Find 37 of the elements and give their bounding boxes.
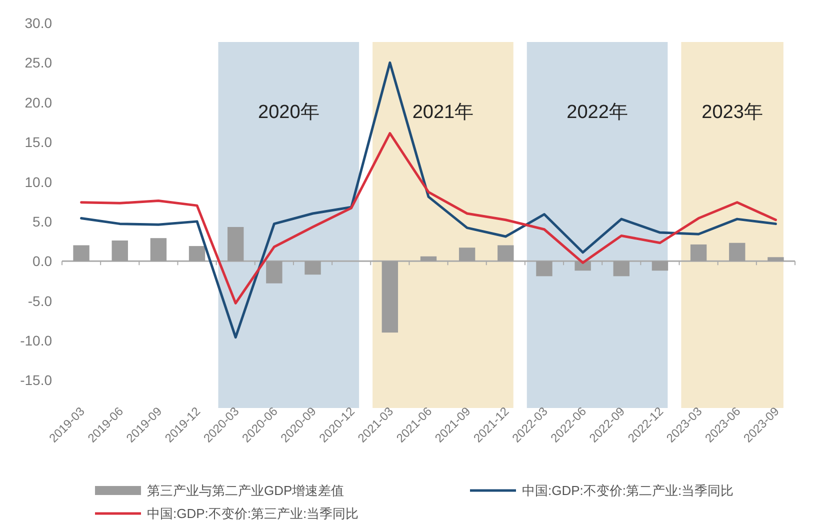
bar [188, 246, 206, 262]
band-label: 2021年 [412, 102, 474, 123]
bar [150, 238, 167, 262]
bar [73, 245, 90, 262]
bar [382, 261, 398, 333]
line-series [80, 132, 777, 304]
y-tick-label: -5.0 [28, 292, 52, 309]
y-tick-label: 15.0 [24, 134, 52, 150]
y-tick-label: 0.0 [32, 253, 52, 270]
legend-label: 中国:GDP:不变价:第三产业:当季同比 [147, 506, 359, 521]
bar [768, 257, 784, 262]
legend-label: 中国:GDP:不变价:第二产业:当季同比 [522, 483, 734, 498]
bar [112, 240, 128, 262]
bar [266, 261, 282, 284]
bar [652, 261, 668, 271]
bar [574, 261, 591, 271]
bar [690, 244, 707, 262]
y-tick-label: 25.0 [24, 54, 52, 71]
bar [498, 245, 514, 262]
y-tick-label: -15.0 [20, 372, 52, 388]
y-tick-label: 30.0 [24, 15, 52, 31]
bar [729, 242, 746, 262]
y-tick-label: 10.0 [24, 174, 52, 190]
y-tick-label: -10.0 [20, 332, 52, 348]
y-tick-label: 20.0 [24, 94, 52, 110]
bar [304, 261, 321, 275]
band-label: 2023年 [702, 102, 763, 123]
legend-label: 第三产业与第二产业GDP增速差值 [147, 483, 344, 498]
bar [228, 226, 244, 262]
band-label: 2022年 [566, 102, 628, 123]
y-tick-label: 5.0 [32, 213, 52, 230]
bar [458, 248, 476, 262]
bar [613, 261, 630, 276]
bar [420, 256, 437, 262]
line-series [80, 61, 777, 339]
bar [536, 261, 552, 276]
band-label: 2020年 [258, 102, 320, 123]
